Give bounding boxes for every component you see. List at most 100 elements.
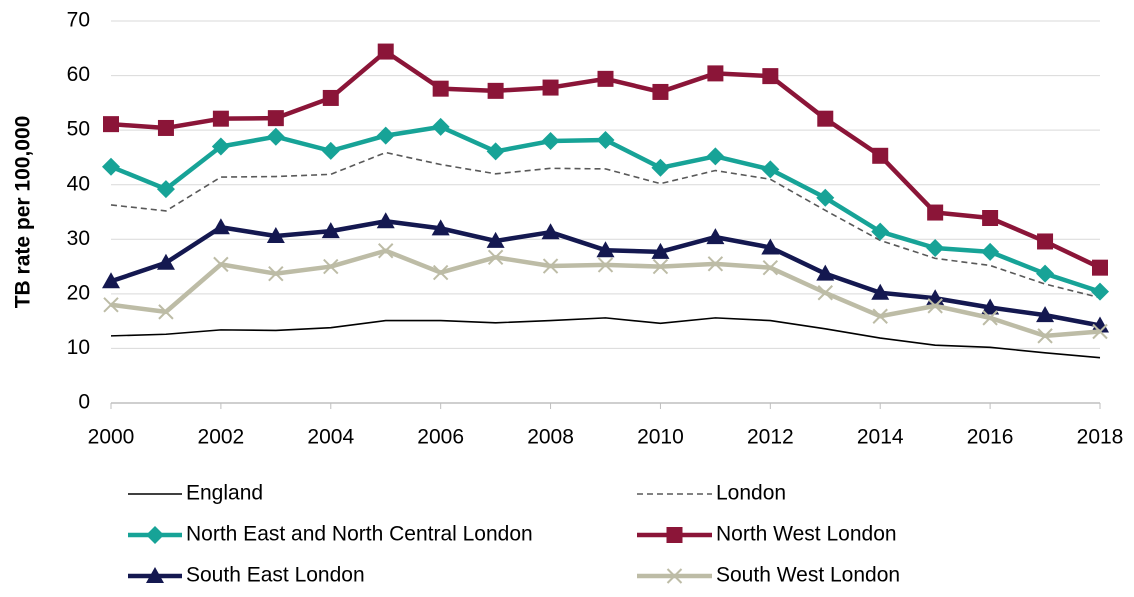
marker bbox=[487, 82, 504, 99]
marker bbox=[1037, 233, 1054, 250]
marker bbox=[872, 147, 889, 164]
marker bbox=[1037, 328, 1053, 344]
marker bbox=[1092, 259, 1108, 276]
marker bbox=[597, 70, 614, 87]
y-tick-label: 50 bbox=[67, 118, 90, 141]
marker bbox=[1091, 316, 1109, 333]
marker bbox=[982, 210, 999, 227]
marker bbox=[652, 83, 669, 100]
marker bbox=[213, 256, 229, 273]
marker bbox=[816, 188, 835, 207]
legend-label: London bbox=[716, 482, 786, 505]
marker bbox=[596, 241, 615, 258]
x-tick-label: 2016 bbox=[967, 426, 1014, 449]
legend-marker bbox=[146, 567, 164, 583]
marker bbox=[817, 285, 833, 301]
marker bbox=[872, 308, 888, 324]
marker bbox=[322, 89, 339, 106]
marker bbox=[707, 65, 724, 82]
marker bbox=[376, 126, 395, 145]
legend-label: North East and North Central London bbox=[186, 523, 533, 546]
marker bbox=[266, 127, 285, 146]
marker bbox=[486, 142, 505, 161]
marker bbox=[817, 110, 834, 127]
marker bbox=[981, 298, 1000, 315]
marker bbox=[707, 256, 724, 272]
marker bbox=[432, 80, 449, 97]
marker bbox=[981, 242, 1000, 261]
marker bbox=[378, 243, 394, 259]
marker bbox=[486, 231, 505, 248]
series-line bbox=[110, 248, 1101, 339]
y-tick-label: 0 bbox=[78, 391, 90, 414]
x-tick-label: 2004 bbox=[307, 426, 354, 449]
marker bbox=[158, 304, 174, 320]
x-tick-label: 2006 bbox=[417, 426, 464, 449]
marker bbox=[487, 249, 504, 266]
marker bbox=[1092, 323, 1108, 340]
y-tick-label: 10 bbox=[67, 336, 90, 359]
y-tick-label: 20 bbox=[67, 281, 90, 304]
marker bbox=[762, 259, 779, 276]
marker bbox=[1036, 264, 1055, 283]
legend-label: North West London bbox=[716, 523, 897, 546]
marker bbox=[266, 227, 285, 244]
marker bbox=[871, 222, 890, 241]
x-tick-label: 2002 bbox=[198, 426, 245, 449]
y-tick-label: 30 bbox=[67, 227, 90, 250]
marker bbox=[1091, 282, 1109, 301]
marker bbox=[211, 218, 230, 235]
marker bbox=[596, 130, 615, 149]
y-axis-title: TB rate per 100,000 bbox=[12, 116, 35, 309]
marker bbox=[761, 160, 780, 179]
legend-marker bbox=[666, 527, 683, 543]
y-tick-label: 70 bbox=[67, 9, 90, 32]
legend-marker bbox=[146, 526, 164, 544]
marker bbox=[871, 283, 890, 300]
marker bbox=[102, 157, 120, 176]
series-line bbox=[110, 151, 1101, 299]
x-tick-label: 2012 bbox=[747, 426, 794, 449]
marker bbox=[706, 147, 725, 166]
x-tick-label: 2000 bbox=[88, 426, 135, 449]
marker bbox=[541, 132, 560, 151]
marker bbox=[212, 110, 229, 127]
marker bbox=[103, 297, 119, 313]
marker bbox=[762, 68, 779, 85]
marker bbox=[268, 265, 284, 282]
marker bbox=[377, 43, 394, 60]
marker bbox=[157, 119, 174, 136]
marker bbox=[982, 310, 998, 326]
marker bbox=[927, 204, 944, 221]
marker bbox=[542, 79, 559, 96]
marker bbox=[816, 264, 835, 281]
marker bbox=[927, 298, 943, 314]
marker bbox=[156, 180, 175, 199]
marker bbox=[651, 158, 670, 177]
legend-marker bbox=[666, 568, 683, 584]
y-tick-label: 60 bbox=[67, 63, 90, 86]
series-line bbox=[110, 317, 1101, 359]
legend-label: England bbox=[186, 482, 263, 505]
marker bbox=[321, 222, 340, 239]
marker bbox=[431, 219, 450, 236]
marker bbox=[1036, 306, 1055, 323]
marker bbox=[652, 258, 669, 275]
legend-label: South East London bbox=[186, 564, 365, 587]
marker bbox=[211, 137, 230, 156]
marker bbox=[651, 242, 670, 259]
marker bbox=[267, 110, 284, 127]
marker bbox=[541, 223, 560, 240]
marker bbox=[321, 141, 340, 160]
marker bbox=[431, 117, 450, 136]
marker bbox=[102, 272, 120, 289]
marker bbox=[761, 238, 780, 255]
marker bbox=[376, 212, 395, 229]
x-tick-label: 2010 bbox=[637, 426, 684, 449]
marker bbox=[156, 253, 175, 270]
marker bbox=[926, 239, 945, 258]
marker bbox=[323, 258, 339, 275]
marker bbox=[542, 258, 559, 274]
